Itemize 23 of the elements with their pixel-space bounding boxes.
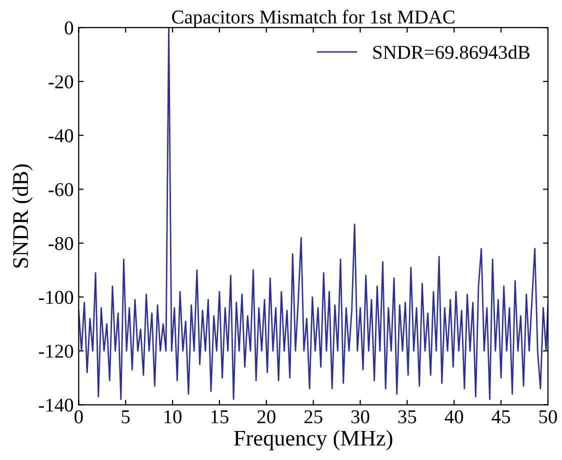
x-tick-label: 5 <box>122 410 130 424</box>
y-tick-label: -120 <box>38 344 74 358</box>
x-axis-title: Frequency (MHz) <box>234 430 392 450</box>
y-tick-label: -60 <box>48 183 74 196</box>
x-tick-label: 20 <box>258 410 276 424</box>
x-tick-label: 35 <box>398 410 416 424</box>
y-tick-label: 0 <box>64 21 74 35</box>
y-axis-title: SNDR (dB) <box>12 164 33 268</box>
x-tick-label: 0 <box>74 410 83 424</box>
x-tick-label: 45 <box>492 410 510 424</box>
x-tick-label: 10 <box>164 410 182 424</box>
y-tick-label: -20 <box>48 75 74 88</box>
x-tick-label: 15 <box>211 410 228 424</box>
x-tick-label: 50 <box>539 410 557 424</box>
y-tick-label: -140 <box>38 398 74 412</box>
x-tick-label: 40 <box>444 410 464 424</box>
y-tick-label: -100 <box>38 290 74 304</box>
y-tick-label: -80 <box>48 236 74 250</box>
chart-title: Capacitors Mismatch for 1st MDAC <box>172 10 454 28</box>
x-tick-label: 30 <box>351 410 370 424</box>
y-tick-label: -40 <box>48 129 74 142</box>
x-tick-label: 25 <box>304 410 322 424</box>
legend-label: SNDR=69.86943dB <box>373 45 530 59</box>
